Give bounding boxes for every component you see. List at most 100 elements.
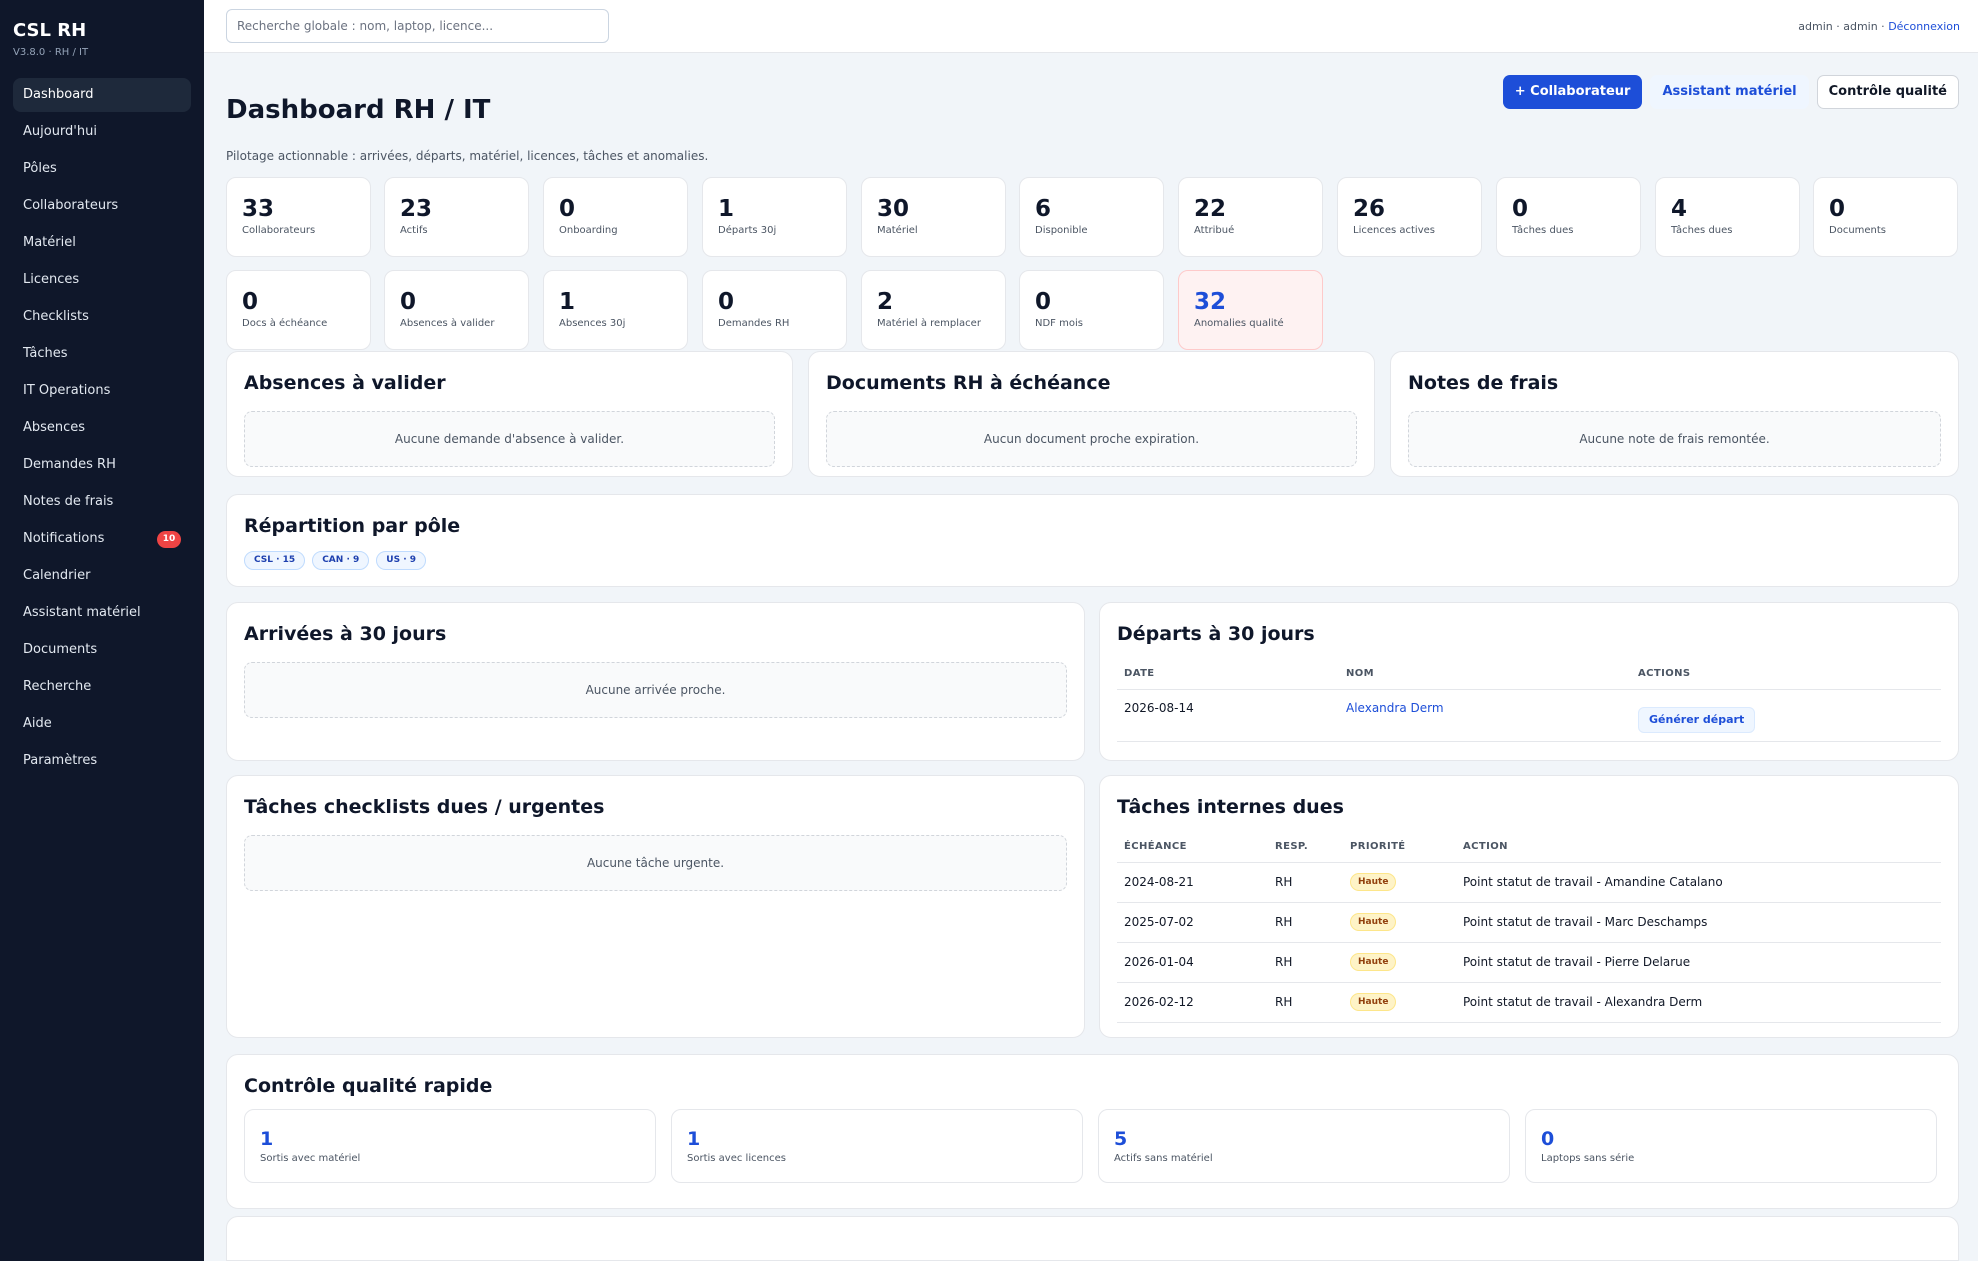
kpi-value: 2 — [877, 289, 894, 315]
kpi-label: Matériel à remplacer — [877, 318, 981, 329]
sidebar-item-label: Demandes RH — [23, 457, 116, 472]
kpi-label: Collaborateurs — [242, 225, 316, 236]
table-row: 2026-02-12 RH Haute Point statut de trav… — [1117, 982, 1941, 1023]
qc-value: 1 — [260, 1128, 274, 1150]
panel-checklists: Tâches checklists dues / urgentes Aucune… — [226, 775, 1085, 1038]
empty-state: Aucune demande d'absence à valider. — [244, 411, 775, 467]
kpi-card[interactable]: 6 Disponible — [1019, 177, 1164, 257]
kpi-value: 0 — [1829, 196, 1846, 222]
generer-depart-button[interactable]: Générer départ — [1638, 706, 1756, 733]
empty-state: Aucune arrivée proche. — [244, 662, 1067, 718]
kpi-card[interactable]: 30 Matériel — [861, 177, 1006, 257]
kpi-value: 0 — [1512, 196, 1529, 222]
kpi-value: 4 — [1671, 196, 1688, 222]
kpi-card[interactable]: 0 Docs à échéance — [226, 270, 371, 350]
qc-card[interactable]: 1 Sortis avec matériel — [244, 1109, 656, 1183]
kpi-card[interactable]: 0 Absences à valider — [384, 270, 529, 350]
kpi-card-anomalies[interactable]: 32 Anomalies qualité — [1178, 270, 1323, 350]
sidebar-item-label: Aide — [23, 716, 52, 731]
task-action: Point statut de travail - Pierre Delarue — [1456, 942, 1941, 983]
sidebar-item-dashboard[interactable]: Dashboard — [13, 78, 191, 112]
sidebar-item-poles[interactable]: Pôles — [13, 152, 191, 186]
sidebar-item-demandes-rh[interactable]: Demandes RH — [13, 448, 191, 482]
sidebar-item-assistant-materiel[interactable]: Assistant matériel — [13, 596, 191, 630]
qc-card[interactable]: 5 Actifs sans matériel — [1098, 1109, 1510, 1183]
user-label: admin · admin · — [1798, 20, 1889, 33]
sidebar-item-label: Licences — [23, 272, 80, 287]
kpi-card[interactable]: 1 Absences 30j — [543, 270, 688, 350]
empty-state: Aucun document proche expiration. — [826, 411, 1357, 467]
logout-link[interactable]: Déconnexion — [1888, 20, 1960, 33]
kpi-value: 23 — [400, 196, 433, 222]
sidebar-item-today[interactable]: Aujourd'hui — [13, 115, 191, 149]
empty-state: Aucune note de frais remontée. — [1408, 411, 1941, 467]
sidebar-item-label: Checklists — [23, 309, 89, 324]
panel-title: Absences à valider — [244, 372, 446, 394]
pole-tags: CSL · 15 CAN · 9 US · 9 — [244, 551, 1941, 570]
panel-title: Notes de frais — [1408, 372, 1559, 394]
pole-tag[interactable]: US · 9 — [376, 551, 427, 570]
kpi-label: Tâches dues — [1512, 225, 1574, 236]
panel-title: Tâches checklists dues / urgentes — [244, 796, 605, 818]
kpi-label: Onboarding — [559, 225, 618, 236]
assistant-materiel-button[interactable]: Assistant matériel — [1650, 75, 1809, 109]
sidebar-item-notes-de-frais[interactable]: Notes de frais — [13, 485, 191, 519]
kpi-card[interactable]: 26 Licences actives — [1337, 177, 1482, 257]
add-collaborateur-button[interactable]: + Collaborateur — [1502, 75, 1643, 109]
column-header: ACTION — [1456, 832, 1941, 863]
collaborateur-link[interactable]: Alexandra Derm — [1346, 700, 1444, 715]
sidebar-item-label: Notifications — [23, 531, 105, 546]
pole-tag[interactable]: CSL · 15 — [244, 551, 306, 570]
kpi-label: Actifs — [400, 225, 428, 236]
kpi-card[interactable]: 0 Demandes RH — [702, 270, 847, 350]
qc-card[interactable]: 1 Sortis avec licences — [671, 1109, 1083, 1183]
global-search-input[interactable] — [226, 9, 609, 43]
sidebar-item-taches[interactable]: Tâches — [13, 337, 191, 371]
sidebar-item-collaborateurs[interactable]: Collaborateurs — [13, 189, 191, 223]
sidebar-item-documents[interactable]: Documents — [13, 633, 191, 667]
sidebar-item-absences[interactable]: Absences — [13, 411, 191, 445]
sidebar-item-label: Collaborateurs — [23, 198, 119, 213]
sidebar-item-calendrier[interactable]: Calendrier — [13, 559, 191, 593]
taches-internes-table: ÉCHÉANCE RESP. PRIORITÉ ACTION 2024-08-2… — [1117, 832, 1941, 1023]
sidebar-item-it-operations[interactable]: IT Operations — [13, 374, 191, 408]
task-resp: RH — [1268, 862, 1343, 903]
sidebar-item-recherche[interactable]: Recherche — [13, 670, 191, 704]
priority-badge: Haute — [1350, 993, 1397, 1011]
kpi-card[interactable]: 4 Tâches dues — [1655, 177, 1800, 257]
kpi-value: 0 — [559, 196, 576, 222]
kpi-card[interactable]: 0 Onboarding — [543, 177, 688, 257]
kpi-card[interactable]: 0 NDF mois — [1019, 270, 1164, 350]
kpi-card[interactable]: 22 Attribué — [1178, 177, 1323, 257]
sidebar-item-materiel[interactable]: Matériel — [13, 226, 191, 260]
panel-title: Départs à 30 jours — [1117, 623, 1315, 645]
qc-card[interactable]: 0 Laptops sans série — [1525, 1109, 1937, 1183]
sidebar-item-parametres[interactable]: Paramètres — [13, 744, 191, 778]
controle-qualite-button[interactable]: Contrôle qualité — [1816, 75, 1959, 109]
kpi-card[interactable]: 33 Collaborateurs — [226, 177, 371, 257]
sidebar-item-checklists[interactable]: Checklists — [13, 300, 191, 334]
app-version: V3.8.0 · RH / IT — [13, 47, 89, 58]
task-resp: RH — [1268, 982, 1343, 1023]
kpi-card[interactable]: 0 Tâches dues — [1496, 177, 1641, 257]
sidebar-item-label: IT Operations — [23, 383, 111, 398]
panel-title: Contrôle qualité rapide — [244, 1075, 493, 1097]
column-header: PRIORITÉ — [1343, 832, 1456, 863]
sidebar-item-aide[interactable]: Aide — [13, 707, 191, 741]
panel-documents: Documents RH à échéance Aucun document p… — [808, 351, 1375, 477]
column-header: ACTIONS — [1631, 659, 1941, 690]
kpi-value: 0 — [242, 289, 259, 315]
qc-value: 1 — [687, 1128, 701, 1150]
sidebar-item-label: Assistant matériel — [23, 605, 141, 620]
pole-tag[interactable]: CAN · 9 — [312, 551, 370, 570]
sidebar-item-notifications[interactable]: Notifications 10 — [13, 522, 191, 556]
kpi-card[interactable]: 1 Départs 30j — [702, 177, 847, 257]
kpi-card[interactable]: 0 Documents — [1813, 177, 1958, 257]
depart-date: 2026-08-14 — [1117, 689, 1339, 742]
sidebar-item-licences[interactable]: Licences — [13, 263, 191, 297]
task-action: Point statut de travail - Amandine Catal… — [1456, 862, 1941, 903]
kpi-card[interactable]: 23 Actifs — [384, 177, 529, 257]
kpi-card[interactable]: 2 Matériel à remplacer — [861, 270, 1006, 350]
column-header: ÉCHÉANCE — [1117, 832, 1268, 863]
qc-value: 0 — [1541, 1128, 1555, 1150]
